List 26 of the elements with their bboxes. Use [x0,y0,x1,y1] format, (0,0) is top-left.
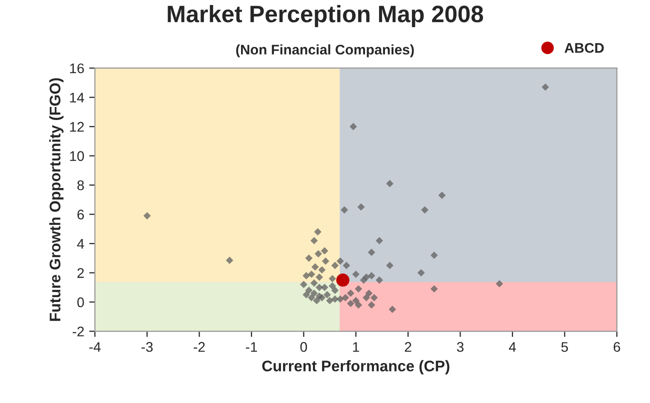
y-tick-label: 12 [70,122,84,132]
x-tick-label: 5 [561,342,568,352]
y-tick-label: 10 [70,151,84,161]
y-tick-label: 16 [70,63,84,74]
x-axis-title: Current Performance (CP) [262,360,450,374]
x-tick-label: 6 [614,342,620,352]
chart-title: Market Perception Map 2008 [168,5,484,28]
x-tick-label: -2 [194,342,205,352]
x-tick-label: -4 [89,342,101,352]
y-tick-label: 0 [77,297,84,308]
y-tick-label: 6 [77,210,84,220]
chart-subtitle: (Non Financial Companies) [236,44,414,58]
y-tick-label: 4 [77,239,84,249]
y-tick-label: 2 [77,268,84,278]
x-tick-label: -3 [142,342,153,352]
legend-label: ABCD [564,43,604,53]
x-tick-label: 4 [508,342,516,352]
x-tick-label: -1 [246,342,257,352]
y-tick-label: -2 [72,326,84,336]
x-tick-label: 1 [353,342,360,352]
x-tick-label: 3 [456,342,464,352]
x-tick-label: 0 [300,342,307,352]
x-tick-label: 2 [404,342,412,352]
y-axis-title: Future Growth Opportunity (FGO) [49,78,64,321]
y-tick-label: 8 [77,180,84,190]
y-tick-label: 14 [70,92,84,102]
